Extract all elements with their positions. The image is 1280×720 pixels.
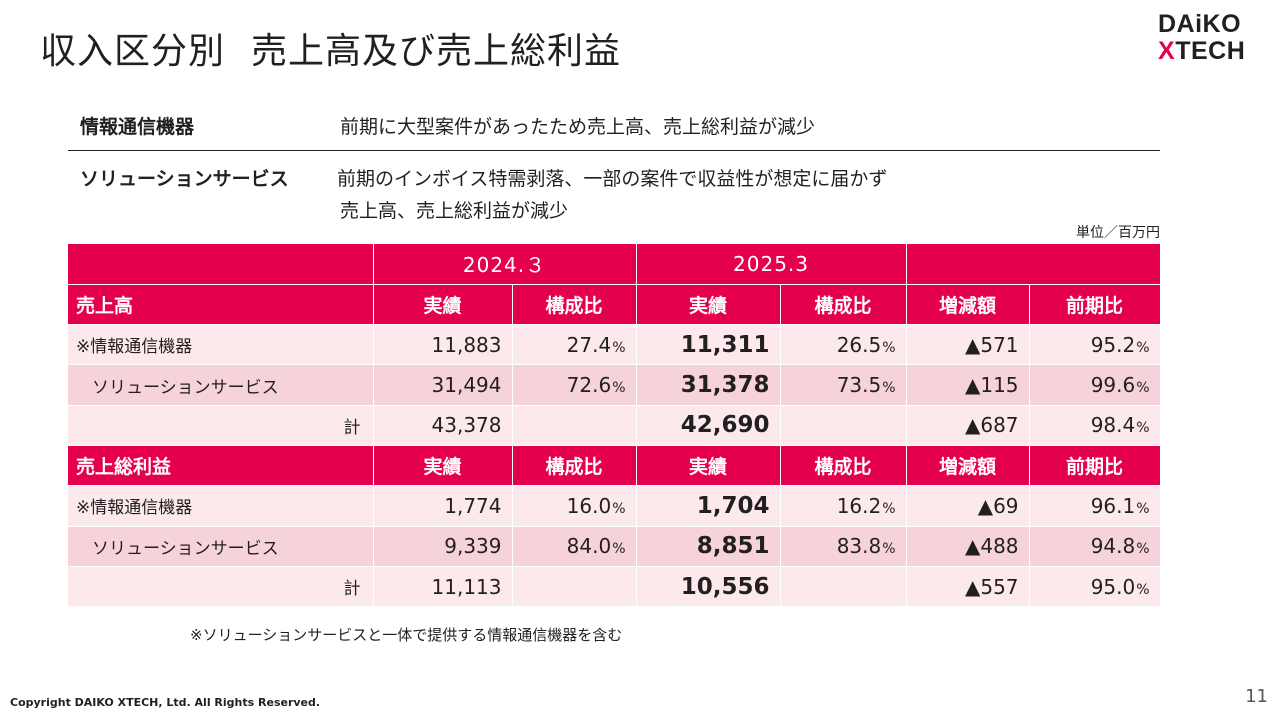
- cell-ratio-2024: 16.0%: [512, 485, 637, 527]
- cell-ratio-2025: 83.8%: [780, 526, 907, 567]
- section-title: 売上高: [68, 284, 374, 326]
- col-header: 構成比: [512, 284, 637, 326]
- table-row-total: 計 11,113 10,556 ▲557 95.0%: [68, 566, 1161, 608]
- cell-diff: ▲557: [906, 566, 1030, 608]
- cell-yoy: 95.0%: [1029, 566, 1161, 608]
- col-header: 前期比: [1029, 284, 1161, 326]
- cell-actual-2024: 11,883: [373, 324, 513, 366]
- year-2024-header: 2024.３: [373, 244, 637, 285]
- desc-label-equipment: 情報通信機器: [80, 116, 195, 138]
- header-blank-right: [906, 244, 1161, 285]
- cell-empty: [512, 566, 637, 608]
- col-header: 増減額: [906, 445, 1030, 487]
- divider: [68, 150, 1160, 151]
- row-label: 計: [68, 405, 374, 446]
- cell-empty: [780, 405, 907, 446]
- cell-actual-2025: 42,690: [636, 405, 781, 446]
- desc-label-solution: ソリューションサービス: [80, 168, 289, 190]
- section-header-sales: 売上高 実績 構成比 実績 構成比 増減額 前期比: [68, 284, 1161, 326]
- cell-diff: ▲571: [906, 324, 1030, 366]
- cell-diff: ▲687: [906, 405, 1030, 446]
- logo-line2: XTECH: [1158, 37, 1245, 66]
- row-label: ※情報通信機器: [68, 324, 374, 366]
- cell-ratio-2025: 16.2%: [780, 485, 907, 527]
- title-part1: 収入区分別: [40, 31, 226, 72]
- table-row: ※情報通信機器 1,774 16.0% 1,704 16.2% ▲69 96.1…: [68, 485, 1161, 527]
- section-title: 売上総利益: [68, 445, 374, 487]
- cell-empty: [512, 405, 637, 446]
- desc-text-equipment: 前期に大型案件があったため売上高、売上総利益が減少: [340, 116, 816, 138]
- col-header: 実績: [373, 445, 513, 487]
- cell-ratio-2025: 26.5%: [780, 324, 907, 366]
- table-row-total: 計 43,378 42,690 ▲687 98.4%: [68, 405, 1161, 446]
- title-part2: 売上高及び売上総利益: [251, 31, 622, 72]
- col-header: 実績: [636, 445, 781, 487]
- cell-yoy: 95.2%: [1029, 324, 1161, 366]
- header-blank: [68, 244, 374, 285]
- cell-yoy: 98.4%: [1029, 405, 1161, 446]
- cell-actual-2024: 1,774: [373, 485, 513, 527]
- cell-actual-2025: 31,378: [636, 364, 781, 406]
- col-header: 実績: [636, 284, 781, 326]
- cell-ratio-2025: 73.5%: [780, 364, 907, 406]
- row-label: ソリューションサービス: [68, 526, 374, 567]
- cell-actual-2025: 8,851: [636, 526, 781, 567]
- col-header: 実績: [373, 284, 513, 326]
- row-label: ※情報通信機器: [68, 485, 374, 527]
- col-header: 構成比: [512, 445, 637, 487]
- table-row: ソリューションサービス 31,494 72.6% 31,378 73.5% ▲1…: [68, 364, 1161, 406]
- cell-yoy: 99.6%: [1029, 364, 1161, 406]
- row-label: 計: [68, 566, 374, 608]
- unit-label: 単位／百万円: [1076, 225, 1160, 241]
- cell-actual-2024: 9,339: [373, 526, 513, 567]
- section-header-gross-profit: 売上総利益 実績 構成比 実績 構成比 増減額 前期比: [68, 445, 1161, 487]
- cell-actual-2024: 11,113: [373, 566, 513, 608]
- cell-actual-2025: 1,704: [636, 485, 781, 527]
- cell-ratio-2024: 72.6%: [512, 364, 637, 406]
- desc-text-solution-line2: 売上高、売上総利益が減少: [340, 200, 569, 222]
- cell-diff: ▲69: [906, 485, 1030, 527]
- cell-actual-2024: 43,378: [373, 405, 513, 446]
- year-header-row: 2024.３ 2025.3: [68, 244, 1161, 285]
- cell-empty: [780, 566, 907, 608]
- col-header: 前期比: [1029, 445, 1161, 487]
- copyright: Copyright DAIKO XTECH, Ltd. All Rights R…: [10, 696, 321, 709]
- cell-diff: ▲488: [906, 526, 1030, 567]
- logo-line1: DAiKO: [1158, 10, 1242, 38]
- cell-yoy: 94.8%: [1029, 526, 1161, 567]
- logo-x: X: [1158, 37, 1176, 65]
- footnote: ※ソリューションサービスと一体で提供する情報通信機器を含む: [190, 626, 623, 644]
- page-number: 11: [1245, 686, 1268, 707]
- cell-diff: ▲115: [906, 364, 1030, 406]
- col-header: 構成比: [780, 284, 907, 326]
- cell-ratio-2024: 27.4%: [512, 324, 637, 366]
- desc-text-solution-line1: 前期のインボイス特需剥落、一部の案件で収益性が想定に届かず: [337, 168, 888, 190]
- table-row: ソリューションサービス 9,339 84.0% 8,851 83.8% ▲488…: [68, 526, 1161, 567]
- page-title: 収入区分別 売上高及び売上総利益: [40, 22, 621, 74]
- logo-tech: TECH: [1175, 37, 1246, 65]
- row-label: ソリューションサービス: [68, 364, 374, 406]
- col-header: 構成比: [780, 445, 907, 487]
- cell-ratio-2024: 84.0%: [512, 526, 637, 567]
- financial-table: 2024.３ 2025.3 売上高 実績 構成比 実績 構成比 増減額 前期比 …: [68, 244, 1161, 608]
- year-2025-header: 2025.3: [636, 244, 907, 285]
- cell-actual-2024: 31,494: [373, 364, 513, 406]
- col-header: 増減額: [906, 284, 1030, 326]
- table-row: ※情報通信機器 11,883 27.4% 11,311 26.5% ▲571 9…: [68, 324, 1161, 366]
- cell-actual-2025: 10,556: [636, 566, 781, 608]
- company-logo: DAiKO XTECH: [1150, 10, 1262, 70]
- cell-actual-2025: 11,311: [636, 324, 781, 366]
- cell-yoy: 96.1%: [1029, 485, 1161, 527]
